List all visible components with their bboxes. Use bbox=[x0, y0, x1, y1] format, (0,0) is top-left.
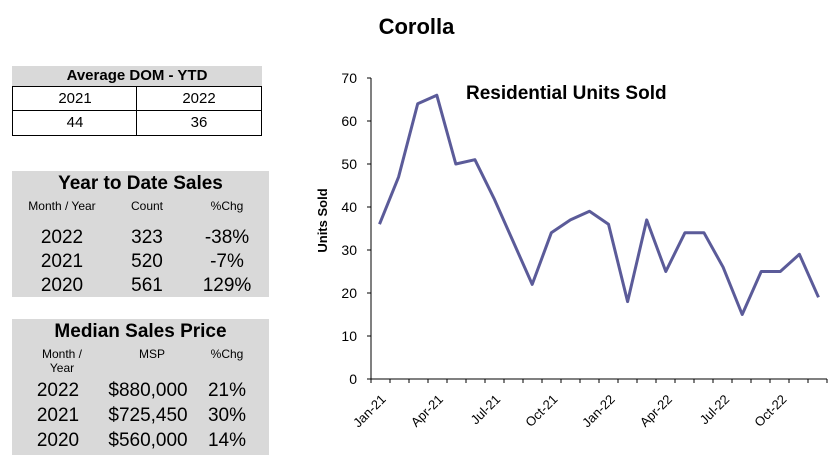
y-axis-label: Units Sold bbox=[315, 188, 330, 252]
y-tick-label: 50 bbox=[341, 156, 357, 172]
y-tick-label: 20 bbox=[341, 285, 357, 301]
y-tick-label: 0 bbox=[349, 371, 357, 387]
ytd-row-year: 2021 bbox=[40, 251, 84, 272]
x-tick-label: Jul-22 bbox=[697, 392, 733, 428]
ytd-row-chg: 129% bbox=[202, 275, 252, 296]
y-tick-label: 70 bbox=[341, 70, 357, 86]
msp-row-price: $880,000 bbox=[108, 380, 188, 401]
msp-row-price: $560,000 bbox=[108, 430, 188, 451]
x-tick-label: Oct-22 bbox=[751, 392, 789, 430]
series-line-units-sold bbox=[378, 93, 820, 316]
y-tick-label: 60 bbox=[341, 113, 357, 129]
msp-col-chg: %Chg bbox=[210, 347, 244, 361]
msp-row-year: 2022 bbox=[36, 380, 80, 401]
x-tick-label: Apr-21 bbox=[408, 392, 446, 430]
msp-col-msp: MSP bbox=[138, 347, 165, 361]
x-tick-label: Jan-22 bbox=[579, 392, 618, 431]
ytd-row-count: 520 bbox=[131, 251, 163, 272]
x-tick-label: Jan-21 bbox=[350, 392, 389, 431]
y-tick-label: 40 bbox=[341, 199, 357, 215]
x-tick-label: Apr-22 bbox=[637, 392, 675, 430]
msp-row-chg: 14% bbox=[207, 430, 247, 451]
ytd-row-count: 561 bbox=[131, 275, 163, 296]
msp-row-price: $725,450 bbox=[108, 405, 188, 426]
average-dom-table: Average DOM - YTD 2021 2022 44 36 bbox=[12, 66, 262, 136]
ytd-sales-panel: Year to Date Sales Month / Year Count %C… bbox=[12, 171, 269, 297]
x-tick-label: Oct-21 bbox=[522, 392, 560, 430]
msp-col-month-year: Month / Year bbox=[41, 347, 83, 375]
ytd-row-chg: -38% bbox=[204, 227, 250, 248]
ytd-col-month-year: Month / Year bbox=[28, 199, 96, 213]
y-tick-label: 30 bbox=[341, 242, 357, 258]
median-price-panel: Median Sales Price Month / Year MSP %Chg… bbox=[12, 319, 269, 455]
dom-value-2021: 44 bbox=[66, 114, 84, 131]
dom-year-2022: 2022 bbox=[182, 90, 216, 107]
ytd-row-year: 2022 bbox=[40, 227, 84, 248]
msp-row-year: 2021 bbox=[36, 405, 80, 426]
ytd-row-count: 323 bbox=[131, 227, 163, 248]
ytd-sales-title: Year to Date Sales bbox=[58, 173, 223, 194]
units-sold-chart: 0 10 20 30 40 50 60 70 Jan-21 Apr-21 Jul-21 Oct-21 J… bbox=[315, 70, 828, 431]
dom-table-title: Average DOM - YTD bbox=[12, 66, 262, 86]
dom-table-grid: 2021 2022 44 36 bbox=[12, 86, 262, 136]
ytd-row-year: 2020 bbox=[40, 275, 84, 296]
page-title: Corolla bbox=[378, 14, 455, 39]
y-tick-label: 10 bbox=[341, 328, 357, 344]
msp-row-chg: 21% bbox=[207, 380, 247, 401]
x-tick-label: Jul-21 bbox=[468, 392, 504, 428]
median-price-title: Median Sales Price bbox=[54, 321, 227, 342]
dom-value-2022: 36 bbox=[190, 114, 208, 131]
dom-year-2021: 2021 bbox=[58, 90, 92, 107]
ytd-col-chg: %Chg bbox=[210, 199, 244, 213]
msp-row-chg: 30% bbox=[207, 405, 247, 426]
ytd-col-count: Count bbox=[130, 199, 164, 213]
ytd-row-chg: -7% bbox=[210, 251, 244, 272]
msp-row-year: 2020 bbox=[36, 430, 80, 451]
chart-title: Residential Units Sold bbox=[466, 83, 667, 104]
